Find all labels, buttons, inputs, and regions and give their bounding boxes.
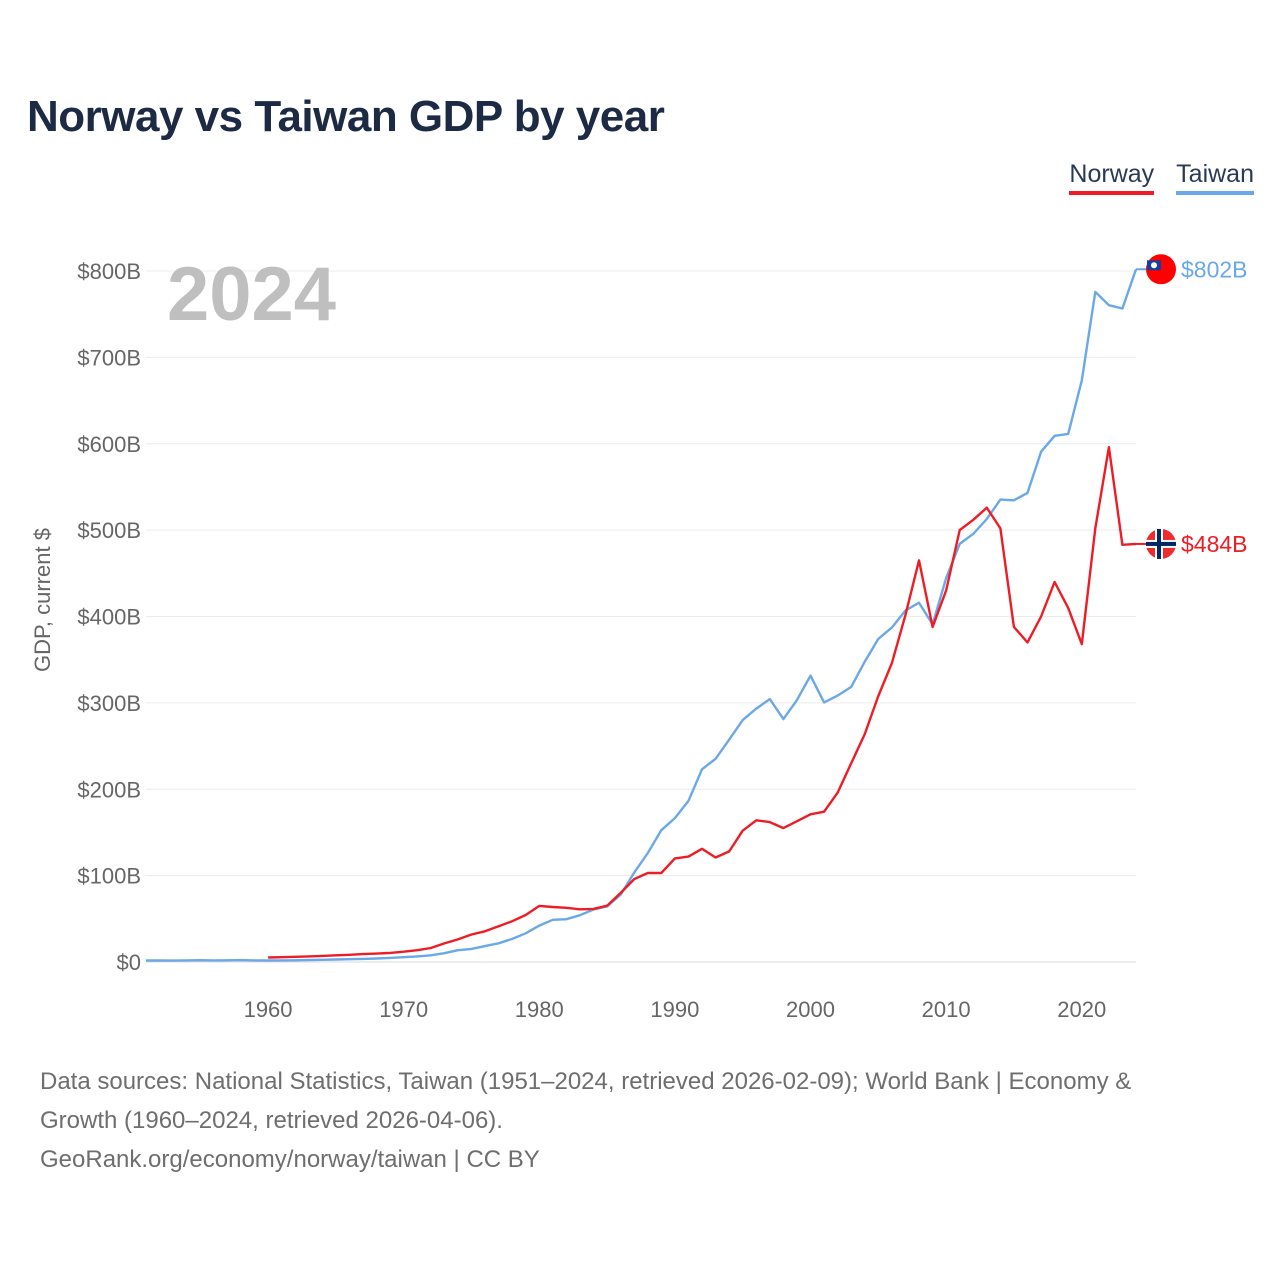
y-tick-label: $500B [77,518,141,543]
x-tick-label: 2010 [922,997,971,1022]
year-label: 2024 [167,252,336,337]
legend: Norway Taiwan [1069,160,1254,195]
x-tick-label: 1980 [515,997,564,1022]
x-tick-label: 2020 [1057,997,1106,1022]
y-axis-title: GDP, current $ [30,528,55,672]
series-line-taiwan [145,268,1138,962]
legend-item-norway[interactable]: Norway [1069,160,1155,195]
norway-flag-inner-v [1157,528,1161,559]
footer-line-1: Data sources: National Statistics, Taiwa… [40,1068,1132,1095]
taiwan-flag-sun [1151,262,1157,269]
y-tick-label: $100B [77,864,141,889]
x-tick-label: 1970 [379,997,428,1022]
legend-label-norway: Norway [1069,160,1155,188]
y-tick-label: $700B [77,345,141,370]
x-tick-label: 1990 [650,997,699,1022]
x-tick-label: 2000 [786,997,835,1022]
y-tick-label: $400B [77,605,141,630]
x-tick-label: 1960 [244,997,293,1022]
y-tick-label: $600B [77,432,141,457]
footer-link[interactable]: GeoRank.org/economy/norway/taiwan | CC B… [40,1146,540,1173]
legend-swatch-taiwan [1176,191,1254,195]
y-tick-label: $800B [77,259,141,284]
legend-item-taiwan[interactable]: Taiwan [1176,160,1254,195]
end-value-label-norway: $484B [1181,531,1248,557]
gdp-line-chart: $0 $100B $200B $300B $400B $500B $600B $700B $80… [30,252,1248,1022]
legend-label-taiwan: Taiwan [1176,160,1254,188]
y-tick-label: $200B [77,777,141,802]
legend-swatch-norway [1069,191,1155,195]
y-tick-label: $0 [117,950,141,975]
end-value-label-taiwan: $802B [1181,256,1248,282]
footer-sources: Data sources: National Statistics, Taiwa… [40,1062,1240,1179]
y-tick-label: $300B [77,691,141,716]
series-line-norway [268,446,1137,959]
chart-title: Norway vs Taiwan GDP by year [27,92,665,141]
footer-line-2: Growth (1960–2024, retrieved 2026-04-06)… [40,1107,503,1134]
